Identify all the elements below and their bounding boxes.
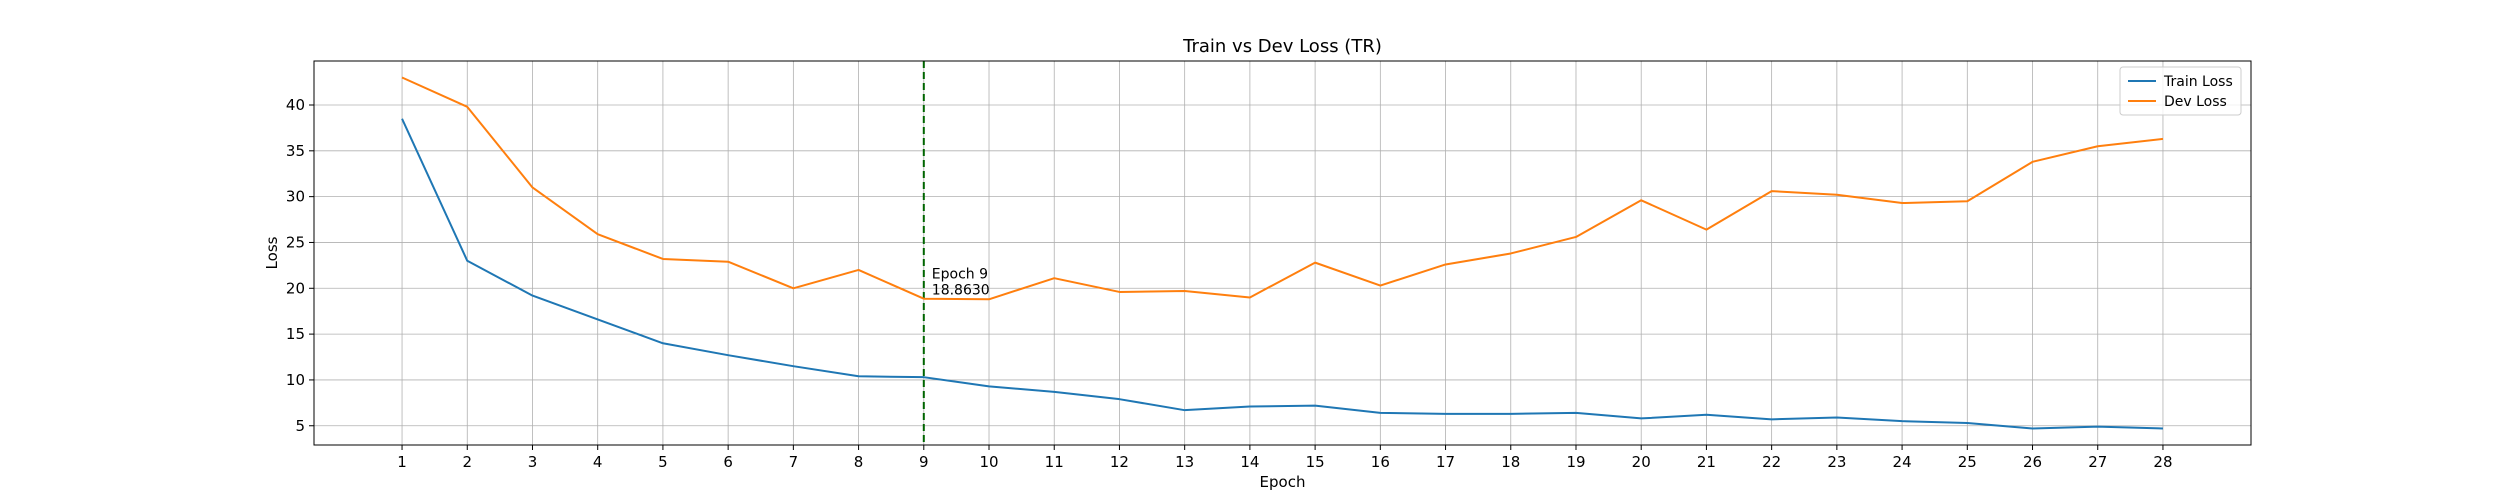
x-tick-label: 20 [1632, 453, 1651, 471]
x-tick-label: 5 [658, 453, 668, 471]
legend: Train Loss Dev Loss [2119, 66, 2242, 116]
y-tick-label: 35 [286, 142, 305, 160]
y-tick-label: 10 [286, 371, 305, 389]
x-tick-label: 13 [1175, 453, 1194, 471]
x-tick-label: 16 [1371, 453, 1390, 471]
x-tick-label: 9 [919, 453, 929, 471]
marker-label-value: 18.8630 [932, 283, 990, 299]
y-tick-label: 15 [286, 325, 305, 343]
x-tick-label: 1 [397, 453, 407, 471]
x-tick-label: 24 [1893, 453, 1912, 471]
x-tick-label: 17 [1436, 453, 1455, 471]
x-tick-label: 18 [1501, 453, 1520, 471]
marker-label-epoch: Epoch 9 [932, 267, 988, 283]
x-tick-label: 6 [723, 453, 733, 471]
grid [314, 61, 2251, 445]
x-tick-label: 7 [789, 453, 799, 471]
x-tick-label: 14 [1240, 453, 1259, 471]
x-axis-label: Epoch [1260, 473, 1306, 491]
legend-label-dev-loss: Dev Loss [2164, 94, 2227, 110]
x-tick-label: 2 [462, 453, 472, 471]
legend-box [2119, 66, 2242, 116]
x-tick-label: 8 [854, 453, 864, 471]
series-lines [401, 76, 2164, 430]
x-tick-label: 21 [1697, 453, 1716, 471]
x-tick-label: 22 [1762, 453, 1781, 471]
legend-label-train-loss: Train Loss [2163, 74, 2233, 90]
x-tick-label: 15 [1306, 453, 1325, 471]
x-tick-label: 4 [593, 453, 603, 471]
plot-frame [313, 60, 2252, 446]
x-tick-label: 27 [2088, 453, 2107, 471]
y-tick-label: 25 [286, 233, 305, 251]
y-axis-label: Loss [263, 236, 281, 269]
x-tick-label: 10 [979, 453, 998, 471]
x-tick-label: 12 [1110, 453, 1129, 471]
chart-title: Train vs Dev Loss (TR) [1182, 36, 1382, 57]
series-line-train-loss [401, 118, 2163, 430]
x-tick-label: 26 [2023, 453, 2042, 471]
axis-ticks: 1 2 3 4 5 6 7 8 9 10 11 12 13 14 15 16 17 18 19 20 21 22 23 24 2… [286, 96, 2173, 471]
y-tick-label: 20 [286, 279, 305, 297]
x-tick-label: 23 [1827, 453, 1846, 471]
y-tick-label: 40 [286, 96, 305, 114]
y-tick-label: 5 [295, 417, 305, 435]
x-tick-label: 3 [528, 453, 538, 471]
x-tick-label: 19 [1566, 453, 1585, 471]
x-tick-label: 28 [2153, 453, 2172, 471]
series-line-dev-loss [401, 76, 2164, 301]
x-tick-label: 11 [1045, 453, 1064, 471]
y-tick-label: 30 [286, 188, 305, 206]
x-tick-label: 25 [1958, 453, 1977, 471]
